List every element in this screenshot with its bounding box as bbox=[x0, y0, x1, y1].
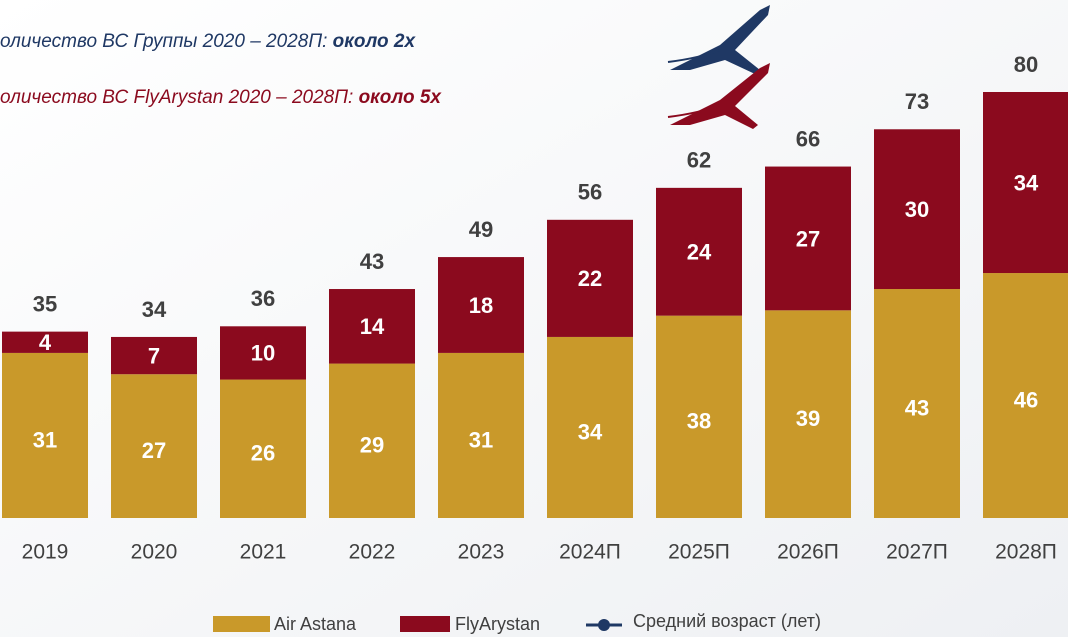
total-label: 80 bbox=[1014, 52, 1038, 77]
bar-segment bbox=[765, 310, 851, 518]
plane-icon bbox=[667, 63, 770, 129]
data-label: 26 bbox=[251, 441, 275, 466]
bar-segment bbox=[220, 379, 306, 518]
bar-segment bbox=[983, 273, 1068, 518]
bar-segment bbox=[438, 352, 524, 518]
legend-swatch bbox=[213, 616, 270, 632]
bar-segment bbox=[547, 219, 633, 337]
total-label: 73 bbox=[905, 89, 929, 114]
data-label: 38 bbox=[687, 409, 711, 434]
x-tick-label: 2020 bbox=[131, 541, 178, 564]
annotation: оличество ВС FlyArystan 2020 – 2028П: ок… bbox=[0, 87, 442, 108]
x-tick-label: 2022 bbox=[349, 541, 396, 564]
data-label: 24 bbox=[687, 240, 712, 265]
annotation: оличество ВС Группы 2020 – 2028П: около … bbox=[0, 31, 417, 52]
x-tick-label: 2024П bbox=[559, 541, 621, 564]
bar-segment bbox=[111, 336, 197, 375]
legend-swatch bbox=[400, 616, 450, 632]
x-tick-label: 2021 bbox=[240, 541, 287, 564]
bar-segment bbox=[656, 187, 742, 316]
total-label: 34 bbox=[142, 297, 167, 322]
total-label: 56 bbox=[578, 180, 602, 205]
data-label: 34 bbox=[1014, 170, 1039, 195]
legend-label: FlyArystan bbox=[455, 614, 540, 634]
plane-icon bbox=[667, 5, 770, 74]
x-tick-label: 2019 bbox=[22, 541, 69, 564]
bar-segment bbox=[547, 336, 633, 518]
total-label: 35 bbox=[33, 291, 57, 316]
x-tick-label: 2026П bbox=[777, 541, 839, 564]
x-tick-label: 2027П bbox=[886, 541, 948, 564]
bar-segment bbox=[2, 352, 88, 518]
bar-segment bbox=[983, 92, 1068, 274]
total-label: 43 bbox=[360, 249, 384, 274]
data-label: 39 bbox=[796, 406, 820, 431]
legend-marker bbox=[598, 619, 610, 631]
legend-label: Air Astana bbox=[274, 614, 357, 634]
data-label: 18 bbox=[469, 293, 493, 318]
data-label: 27 bbox=[142, 438, 166, 463]
data-label: 7 bbox=[148, 343, 160, 368]
total-label: 66 bbox=[796, 126, 820, 151]
annotation-emphasis: около 2х bbox=[333, 31, 417, 52]
data-label: 31 bbox=[469, 427, 493, 452]
data-label: 27 bbox=[796, 226, 820, 251]
data-label: 10 bbox=[251, 341, 275, 366]
x-tick-label: 2028П bbox=[995, 541, 1057, 564]
total-label: 62 bbox=[687, 148, 711, 173]
data-label: 46 bbox=[1014, 387, 1038, 412]
annotation-text: оличество ВС Группы 2020 – 2028П: bbox=[0, 31, 333, 52]
total-label: 49 bbox=[469, 217, 493, 242]
data-label: 14 bbox=[360, 314, 385, 339]
data-label: 22 bbox=[578, 266, 602, 291]
bar-segment bbox=[2, 331, 88, 353]
bar-segment bbox=[329, 363, 415, 518]
bar-segment bbox=[111, 374, 197, 518]
bar-segment bbox=[220, 326, 306, 380]
legend-label: Средний возраст (лет) bbox=[633, 611, 821, 631]
data-label: 29 bbox=[360, 433, 384, 458]
data-label: 30 bbox=[905, 197, 929, 222]
data-label: 43 bbox=[905, 395, 929, 420]
x-tick-label: 2025П bbox=[668, 541, 730, 564]
bar-segment bbox=[874, 129, 960, 290]
bar-segment bbox=[329, 289, 415, 364]
data-label: 4 bbox=[39, 330, 52, 355]
data-label: 31 bbox=[33, 427, 57, 452]
annotation-emphasis: около 5х bbox=[359, 87, 443, 108]
data-label: 34 bbox=[578, 419, 603, 444]
annotation-text: оличество ВС FlyArystan 2020 – 2028П: bbox=[0, 87, 359, 108]
bar-segment bbox=[656, 315, 742, 518]
bar-segment bbox=[438, 257, 524, 353]
total-label: 36 bbox=[251, 286, 275, 311]
bar-segment bbox=[765, 166, 851, 311]
bar-segment bbox=[874, 289, 960, 518]
x-tick-label: 2023 bbox=[458, 541, 505, 564]
